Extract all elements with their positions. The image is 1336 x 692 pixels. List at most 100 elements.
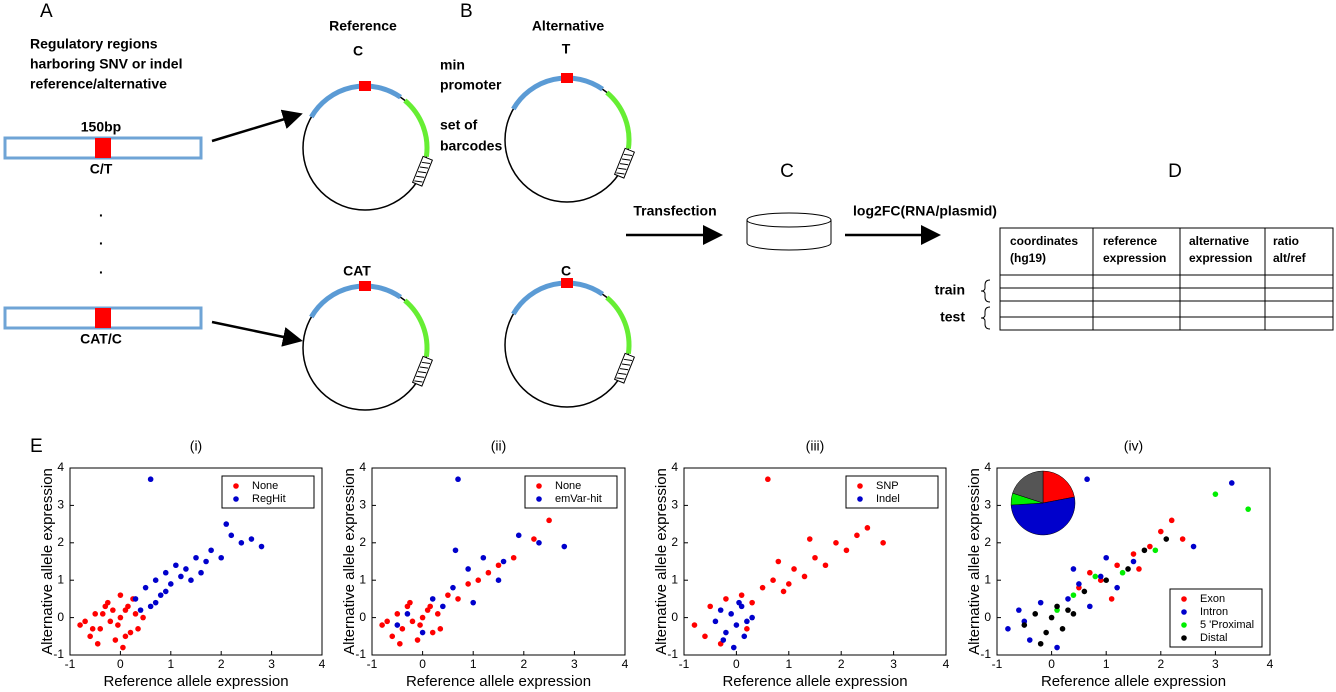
legend-label: 5 'Proximal [1200, 619, 1254, 631]
backbone-region [511, 75, 604, 111]
point [455, 596, 461, 602]
point [546, 517, 552, 524]
point [397, 640, 403, 647]
x-tick-label: -1 [367, 657, 378, 671]
point [77, 622, 83, 628]
chart-title: (ii) [491, 438, 507, 454]
promoter [403, 98, 430, 157]
x-tick-label: 2 [1157, 657, 1164, 671]
point [465, 581, 471, 587]
point [712, 618, 719, 625]
barcode-box [613, 147, 636, 179]
point [419, 614, 426, 621]
point [99, 611, 106, 617]
table-header: ratio [1273, 234, 1299, 248]
point [1087, 603, 1093, 610]
point [1048, 614, 1055, 621]
barcode [421, 161, 431, 164]
point [1141, 547, 1148, 554]
panel-label: A [40, 1, 53, 22]
point [475, 577, 482, 583]
row-label: test [940, 309, 965, 325]
point [786, 581, 792, 587]
panel-label: D [1168, 161, 1182, 182]
y-axis-label: Alternative allele expression [966, 468, 983, 655]
point [122, 633, 129, 640]
point [110, 607, 116, 613]
barcode-box [613, 352, 636, 384]
dot: . [99, 204, 103, 220]
x-tick-label: 2 [838, 657, 845, 671]
y-tick-label: 4 [671, 460, 678, 474]
legend-label: Indel [876, 493, 900, 505]
point [152, 599, 159, 606]
point [1130, 558, 1137, 565]
point [1125, 566, 1131, 572]
point [384, 618, 390, 625]
point [749, 599, 755, 606]
legend-swatch [1181, 596, 1187, 602]
point [864, 525, 871, 531]
y-axis-label: Alternative allele expression [653, 468, 670, 655]
point [775, 558, 782, 565]
point [203, 558, 209, 565]
point [1163, 536, 1170, 542]
point [1152, 547, 1159, 554]
y-tick-label: 3 [984, 498, 991, 512]
point [157, 592, 164, 598]
y-tick-label: 3 [671, 498, 678, 512]
legend-label: Exon [1200, 593, 1225, 605]
legend-label: Intron [1200, 606, 1228, 618]
point [510, 554, 517, 561]
legend-swatch [233, 496, 239, 502]
point [744, 626, 750, 632]
point [404, 611, 411, 617]
point [127, 629, 134, 636]
y-tick-label: 1 [359, 572, 366, 586]
backbone-region [511, 280, 604, 316]
table-header: coordinates [1010, 234, 1078, 248]
point [1076, 581, 1082, 587]
table-grid [999, 227, 1334, 331]
x-tick-label: -1 [679, 657, 690, 671]
panel-label: B [460, 1, 473, 22]
point [455, 476, 461, 483]
point [140, 614, 146, 621]
y-axis-label: Alternative allele expression [39, 468, 56, 655]
x-tick-label: 0 [419, 657, 426, 671]
point [1228, 480, 1235, 486]
y-tick-label: 0 [359, 610, 366, 624]
legend-swatch [233, 483, 239, 489]
barcode [416, 175, 425, 178]
point [536, 540, 542, 546]
dish [746, 212, 832, 251]
barcode [619, 368, 629, 371]
legend-swatch [536, 496, 542, 502]
plot-frame [69, 467, 323, 656]
y-tick-label: -1 [355, 647, 366, 661]
barcode [621, 363, 631, 366]
variant [561, 278, 573, 288]
point [702, 633, 708, 640]
x-tick-label: 4 [319, 657, 326, 671]
point [188, 577, 194, 583]
label: set of [440, 117, 478, 133]
y-tick-label: -1 [667, 647, 678, 661]
legend-swatch [857, 483, 863, 489]
arrow [211, 320, 303, 347]
point [208, 547, 214, 554]
label: Reference [329, 18, 397, 34]
point [720, 637, 727, 643]
barcode-box [411, 155, 434, 187]
point [1108, 596, 1115, 602]
point [193, 554, 199, 561]
legend [845, 475, 939, 509]
x-tick-label: -1 [992, 657, 1003, 671]
point [394, 611, 401, 617]
point [137, 607, 144, 613]
x-tick-label: 0 [117, 657, 124, 671]
promoter [403, 298, 430, 357]
point [730, 644, 737, 651]
legend-label: RegHit [252, 493, 286, 505]
point [1026, 637, 1033, 643]
